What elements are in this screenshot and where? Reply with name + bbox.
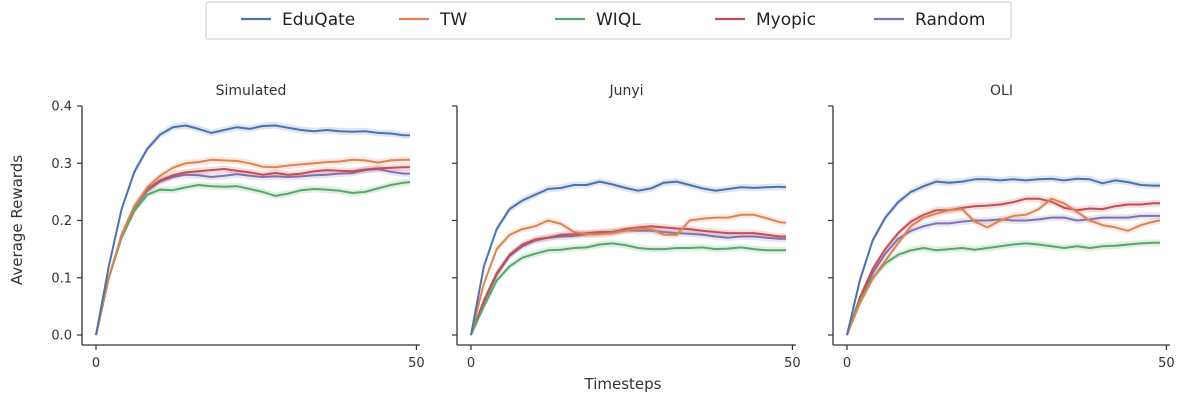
- band-wiql: [96, 178, 410, 335]
- y-tick-label: 0.2: [51, 214, 72, 229]
- series-line-myopic: [846, 197, 1160, 336]
- y-tick-label: 0.1: [51, 271, 72, 286]
- series-line-myopic: [95, 166, 410, 336]
- x-axis-label: Timesteps: [584, 375, 662, 393]
- x-tick-label: 50: [408, 356, 425, 371]
- panel-junyi: Junyi 0 50: [452, 83, 801, 371]
- series-line-tw: [470, 213, 787, 336]
- band-tw: [96, 156, 410, 335]
- y-tick-label: 0.0: [51, 329, 72, 344]
- series-line-wiql: [846, 241, 1160, 336]
- series-line-eduqate: [95, 124, 410, 336]
- x-tick-label: 0: [843, 356, 851, 371]
- band-wiql: [471, 240, 786, 335]
- y-tick-label: 0.3: [51, 157, 72, 172]
- series-line-myopic: [470, 225, 786, 336]
- series-line-wiql: [470, 242, 786, 336]
- band-eduqate: [471, 178, 786, 335]
- band-random: [471, 226, 786, 335]
- legend-label-random: Random: [915, 10, 985, 30]
- x-tick-label: 50: [784, 356, 801, 371]
- panel-title: Junyi: [608, 83, 643, 99]
- band-random: [847, 212, 1160, 335]
- panels: Simulated 0.0 0.1 0.2 0.3 0.4 0 50 Junyi 0 50 OLI 0 5…: [51, 83, 1174, 371]
- series-line-eduqate: [470, 180, 787, 336]
- series-line-eduqate: [846, 177, 1160, 336]
- series-line-wiql: [95, 181, 411, 336]
- legend-label-tw: TW: [439, 10, 467, 30]
- x-tick-label: 50: [1158, 356, 1175, 371]
- legend-frame: [205, 1, 1012, 40]
- band-wiql: [847, 239, 1160, 335]
- panel-title: OLI: [990, 83, 1013, 99]
- x-tick-label: 0: [467, 356, 475, 371]
- panel-title: Simulated: [216, 83, 287, 99]
- series-line-tw: [95, 158, 410, 336]
- y-axis-label: Average Rewards: [8, 155, 26, 285]
- series-line-random: [846, 214, 1160, 336]
- legend: EduQate TW WIQL Myopic Random: [205, 1, 1012, 40]
- series-line-tw: [846, 197, 1161, 336]
- legend-label-myopic: Myopic: [756, 10, 816, 30]
- panel-simulated: Simulated 0.0 0.1 0.2 0.3 0.4 0 50: [51, 83, 424, 371]
- panel-oli: OLI 0 50: [828, 83, 1175, 371]
- x-tick-label: 0: [92, 356, 100, 371]
- y-tick-label: 0.4: [51, 100, 72, 115]
- legend-label-eduqate: EduQate: [282, 10, 355, 30]
- legend-label-wiql: WIQL: [596, 10, 641, 30]
- band-eduqate: [96, 122, 410, 335]
